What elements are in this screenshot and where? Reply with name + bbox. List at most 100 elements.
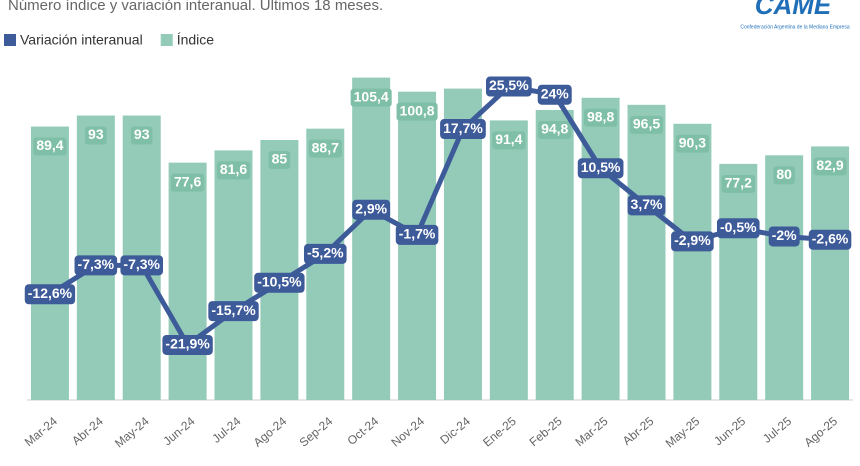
bar-label-box — [813, 157, 847, 176]
line-label-group: -2% — [768, 226, 800, 247]
bar-label-box — [350, 88, 392, 107]
bar-label-group: 85 — [268, 151, 291, 169]
line-label: -2,9% — [674, 232, 711, 248]
line-label-box — [120, 255, 164, 276]
line-label-box — [440, 119, 486, 140]
bar-label: 93 — [134, 126, 150, 142]
bar-label-group: 93 — [130, 126, 153, 145]
bar-label-group: 77,6 — [170, 173, 205, 192]
bar-label: 91,4 — [495, 131, 522, 147]
line-label: -5,2% — [307, 245, 344, 261]
line-label-group: -15,7% — [208, 301, 259, 322]
bar-label-group: 94,8 — [538, 121, 572, 140]
x-tick-label: Dic-24 — [437, 414, 473, 447]
bar-label-box — [721, 174, 755, 193]
line-label-group: -7,3% — [74, 255, 118, 276]
legend-label: Índice — [177, 32, 215, 48]
line-label-group: -5,2% — [303, 243, 347, 264]
line-label-group: 24% — [537, 84, 572, 105]
line-label-box — [627, 195, 666, 216]
x-tick-label: May-25 — [663, 414, 703, 451]
line-label-box — [74, 255, 118, 276]
line-label-group: -10,5% — [254, 272, 305, 293]
line-label-box — [303, 243, 347, 264]
bar — [535, 110, 574, 400]
line-label-group: 3,7% — [627, 195, 666, 216]
bar-label: 85 — [272, 151, 288, 167]
line-label-group: 17,7% — [440, 119, 486, 140]
bar-label: 93 — [88, 126, 104, 142]
bar-label: 77,2 — [725, 175, 752, 191]
bar-label-group: 91,4 — [492, 131, 526, 150]
bar-label-box — [583, 108, 618, 127]
bar-label-box — [538, 121, 572, 140]
bar-label-group: 80 — [773, 166, 795, 185]
line-label-box — [577, 158, 624, 179]
bar-label: 90,3 — [679, 134, 706, 150]
legend-swatch — [4, 34, 16, 46]
bar-label: 94,8 — [541, 121, 568, 137]
line-label: -15,7% — [211, 302, 256, 318]
line-label-group: -1,7% — [395, 224, 439, 245]
bar-label-group: 81,6 — [216, 161, 251, 180]
line-label-box — [254, 272, 305, 293]
bar — [811, 146, 850, 400]
bar — [443, 88, 482, 401]
bar — [30, 126, 69, 401]
bar-label-group: 93 — [85, 126, 107, 145]
x-tick-label: Jun-25 — [711, 414, 748, 449]
chart-title: Número índice y variación interanual. Úl… — [8, 0, 383, 14]
line-label-group: 25,5% — [485, 76, 532, 97]
x-tick-label: Sep-24 — [297, 414, 336, 450]
line-label-box — [768, 226, 800, 247]
line-label: -21,9% — [165, 336, 210, 352]
bar-label-box — [773, 166, 795, 185]
bar — [719, 163, 758, 400]
bar-label: 96,5 — [633, 116, 660, 132]
bar-label-box — [216, 161, 251, 180]
bar — [260, 140, 299, 400]
line-label-group: -2,9% — [671, 231, 714, 252]
line-label: -2% — [772, 227, 797, 243]
bar-label-box — [170, 173, 205, 192]
bar-label-box — [675, 134, 710, 153]
line-label: 17,7% — [443, 120, 483, 136]
bar-label: 77,6 — [174, 173, 201, 189]
line-label: -7,3% — [78, 256, 115, 272]
bar — [489, 120, 528, 401]
line-label-group: -0,5% — [716, 218, 760, 239]
bar-label: 88,7 — [312, 139, 339, 155]
x-tick-label: Feb-25 — [527, 414, 565, 449]
x-tick-label: Nov-24 — [388, 414, 427, 450]
x-tick-label: Oct-24 — [345, 414, 382, 448]
bar-label: 80 — [776, 166, 792, 182]
legend-label: Variación interanual — [20, 32, 143, 48]
line-label: -10,5% — [257, 273, 302, 289]
line-label-group: -7,3% — [120, 255, 164, 276]
bar-label-box — [396, 102, 438, 121]
bar-label-box — [492, 131, 526, 150]
x-tick-label: Abr-25 — [620, 414, 657, 448]
line-label-box — [352, 199, 391, 220]
line-label-box — [537, 84, 572, 105]
legend-swatch — [160, 34, 173, 46]
logo-caption: Confederación Argentina de la Mediana Em… — [740, 24, 849, 30]
bar-label-group: 96,5 — [629, 116, 664, 134]
bar-label: 89,4 — [36, 137, 63, 153]
bar — [765, 155, 804, 400]
line — [48, 84, 831, 348]
line-label: -1,7% — [399, 226, 436, 242]
line-label-box — [485, 76, 532, 97]
bar — [214, 150, 253, 400]
bar-label: 82,9 — [816, 157, 843, 173]
line-label: 3,7% — [631, 196, 663, 212]
line-label: 25,5% — [489, 77, 529, 93]
line-label: 24% — [541, 85, 570, 101]
bar-label-box — [33, 137, 67, 156]
line-label: -0,5% — [720, 219, 757, 235]
line-label: 10,5% — [581, 159, 621, 175]
line-label: -12,6% — [28, 285, 73, 301]
bar — [673, 123, 712, 400]
line-label-group: -12,6% — [24, 284, 76, 305]
